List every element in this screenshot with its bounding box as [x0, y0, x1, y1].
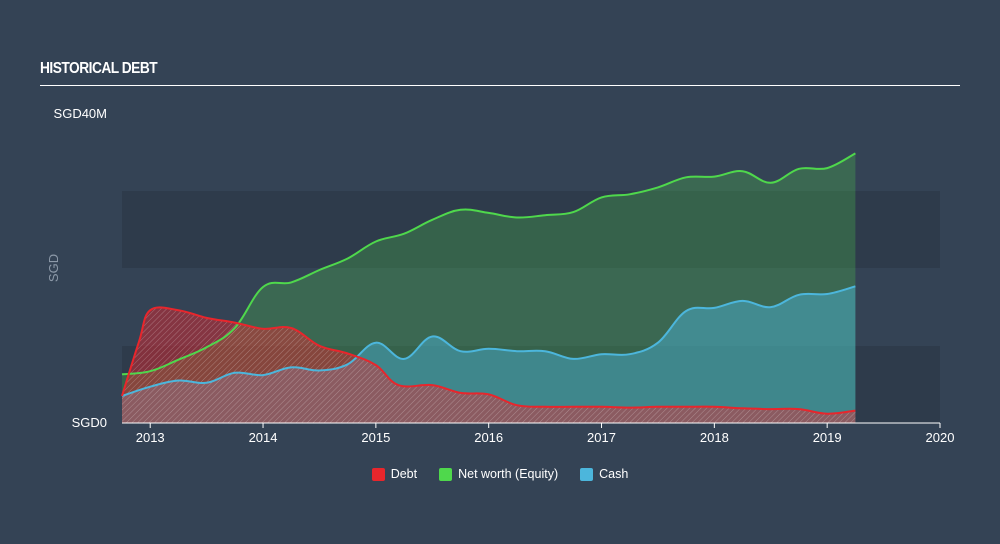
legend-swatch-debt: [371, 467, 385, 481]
legend-swatch-cash: [580, 467, 594, 481]
y-axis-title: SGD: [46, 254, 61, 282]
legend-swatch-equity: [439, 467, 453, 481]
legend-item-equity[interactable]: Net worth (Equity): [439, 467, 558, 481]
legend-label-debt: Debt: [390, 467, 418, 481]
x-tick-label-2018: 2018: [700, 430, 729, 445]
legend-item-debt[interactable]: Debt: [371, 467, 418, 481]
x-tick-label-2020: 2020: [926, 430, 955, 445]
area-hatch-debt: [122, 307, 856, 423]
x-tick-label-2013: 2013: [136, 430, 165, 445]
title-divider: [40, 85, 960, 86]
line-equity: [121, 152, 856, 376]
legend-label-equity: Net worth (Equity): [458, 467, 559, 481]
x-tick-label-2016: 2016: [474, 430, 503, 445]
line-cash: [121, 285, 856, 397]
band-upper: [122, 191, 940, 268]
x-tick-label-2017: 2017: [587, 430, 616, 445]
series-areas: [122, 153, 856, 423]
line-debt: [121, 306, 856, 415]
legend-label-cash: Cash: [599, 467, 629, 481]
x-tick-label-2019: 2019: [813, 430, 842, 445]
y-tick-label-0: SGD0: [72, 415, 107, 430]
chart-title: HISTORICAL DEBT: [40, 60, 158, 77]
legend: Debt Net worth (Equity) Cash: [0, 467, 1000, 481]
y-tick-label-40: SGD40M: [54, 106, 107, 121]
series-lines: [121, 152, 856, 415]
axes: 2013 2014 2015 2016 2017 2018 2019 2020 SGD40M SG…: [54, 106, 955, 445]
x-tick-label-2014: 2014: [249, 430, 278, 445]
x-tick-label-2015: 2015: [361, 430, 390, 445]
legend-item-cash[interactable]: Cash: [580, 467, 628, 481]
